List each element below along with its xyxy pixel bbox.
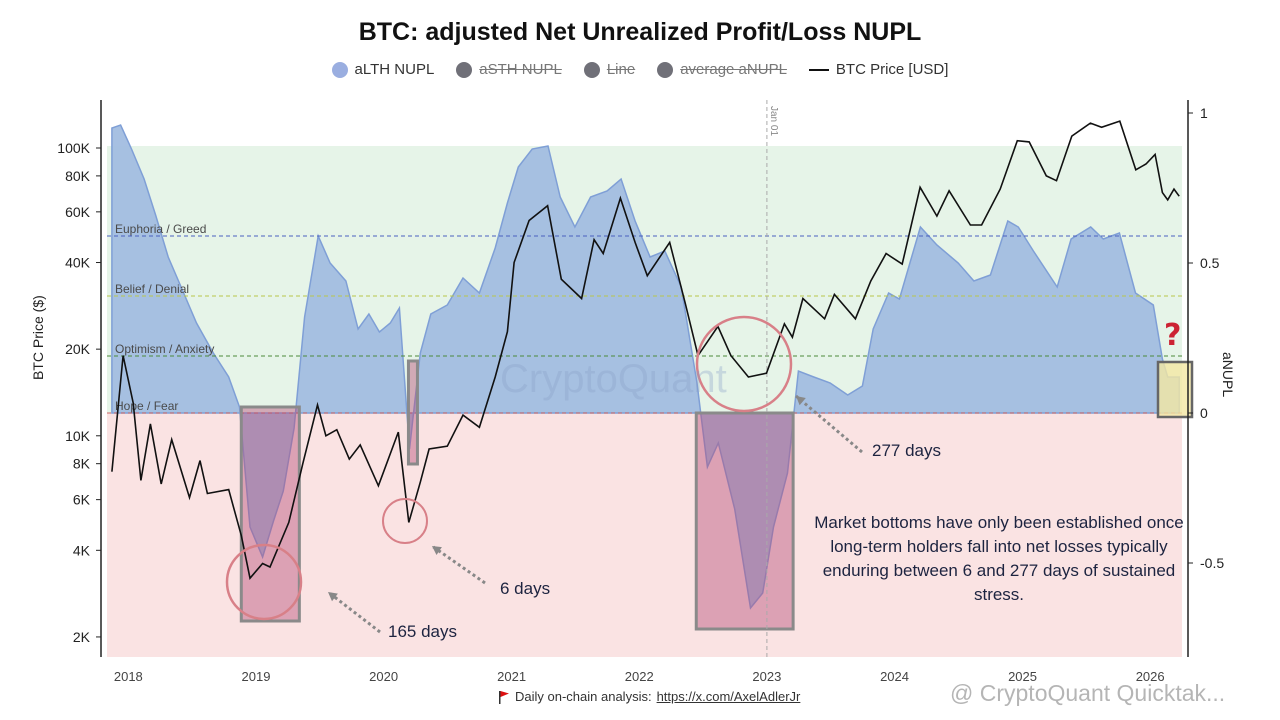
- legend-dot-line: [583, 61, 600, 78]
- arrow-head-icon: [432, 546, 442, 555]
- chart-legend: aLTH NUPL aSTH NUPL Line average aNUPL B…: [0, 61, 1280, 78]
- legend-label: Line: [606, 61, 636, 78]
- y-axis-right-title: aNUPL: [1220, 352, 1236, 398]
- legend-item-asth-nupl[interactable]: aSTH NUPL: [456, 61, 562, 78]
- question-mark-icon: ?: [1164, 318, 1181, 353]
- legend-dot-asth: [456, 61, 473, 78]
- legend-label: BTC Price [USD]: [835, 61, 949, 78]
- y-right-tick-label: 0.5: [1200, 255, 1220, 271]
- footer-label: Daily on-chain analysis:: [515, 689, 652, 704]
- arrow-head-icon: [796, 396, 806, 406]
- stress-duration-label: 6 days: [500, 579, 550, 598]
- zone-label: Optimism / Anxiety: [115, 342, 214, 356]
- y-axis-left-title: BTC Price ($): [30, 295, 46, 380]
- legend-dot-average: [657, 61, 674, 78]
- alth-nupl-area: [111, 124, 1180, 610]
- jan-01-label: Jan 01: [768, 106, 779, 136]
- zone-label: Belief / Denial: [115, 282, 189, 296]
- x-tick-label: 2023: [752, 669, 781, 684]
- y-left-tick-label: 2K: [73, 629, 91, 645]
- legend-label: aSTH NUPL: [479, 61, 562, 78]
- zone-label: Euphoria / Greed: [115, 222, 206, 236]
- legend-label: average aNUPL: [680, 61, 787, 78]
- highlight-circle: [382, 498, 428, 544]
- annotation-note: Market bottoms have only been establishe…: [814, 513, 1184, 604]
- highlight-circle: [225, 543, 303, 621]
- arrow-line: [327, 590, 381, 634]
- flag-icon: [499, 690, 509, 704]
- stress-duration-label: 165 days: [388, 622, 457, 641]
- stress-period-box: [694, 411, 795, 631]
- highlight-circle: [695, 315, 793, 413]
- x-tick-label: 2022: [625, 669, 654, 684]
- x-tick-label: 2026: [1136, 669, 1165, 684]
- chart-title: BTC: adjusted Net Unrealized Profit/Loss…: [358, 18, 922, 46]
- stress-duration-label: 277 days: [872, 441, 941, 460]
- y-right-tick-label: 1: [1200, 105, 1208, 121]
- current-period-box: [1156, 360, 1194, 419]
- legend-line-swatch: [808, 68, 829, 71]
- x-tick-label: 2021: [497, 669, 526, 684]
- cryptoquant-watermark: CryptoQuant: [500, 357, 727, 401]
- arrow-line: [431, 544, 486, 585]
- footer: Daily on-chain analysis: https://x.com/A…: [498, 689, 800, 704]
- footer-link[interactable]: https://x.com/AxelAdlerJr: [656, 689, 801, 704]
- btc-price-line: [111, 120, 1180, 580]
- x-tick-label: 2018: [114, 669, 143, 684]
- arrow-line: [795, 394, 863, 454]
- y-left-tick-label: 20K: [65, 341, 91, 357]
- x-tick-label: 2020: [369, 669, 398, 684]
- y-left-tick-label: 80K: [65, 168, 91, 184]
- y-right-tick-label: -0.5: [1200, 555, 1224, 571]
- zone-label: Hope / Fear: [115, 399, 178, 413]
- legend-item-line[interactable]: Line: [583, 61, 636, 78]
- watermark-text: @ CryptoQuant Quicktak...: [950, 680, 1226, 706]
- y-left-tick-label: 4K: [73, 542, 91, 558]
- stress-period-box: [239, 405, 301, 623]
- legend-item-average-anupl[interactable]: average aNUPL: [657, 61, 787, 78]
- y-left-tick-label: 10K: [65, 428, 91, 444]
- y-left-tick-label: 6K: [73, 492, 91, 508]
- x-tick-label: 2025: [1008, 669, 1037, 684]
- y-left-tick-label: 60K: [65, 204, 91, 220]
- legend-item-btc-price[interactable]: BTC Price [USD]: [808, 61, 949, 78]
- stress-period-box: [406, 359, 419, 466]
- legend-label: aLTH NUPL: [354, 61, 435, 78]
- arrow-head-icon: [328, 592, 338, 602]
- x-tick-label: 2019: [242, 669, 271, 684]
- y-left-tick-label: 40K: [65, 255, 91, 271]
- x-tick-label: 2024: [880, 669, 909, 684]
- legend-dot-alth: [331, 61, 348, 78]
- y-left-tick-label: 8K: [73, 456, 91, 472]
- legend-item-alth-nupl[interactable]: aLTH NUPL: [331, 61, 435, 78]
- y-left-tick-label: 100K: [57, 140, 90, 156]
- y-right-tick-label: 0: [1200, 405, 1208, 421]
